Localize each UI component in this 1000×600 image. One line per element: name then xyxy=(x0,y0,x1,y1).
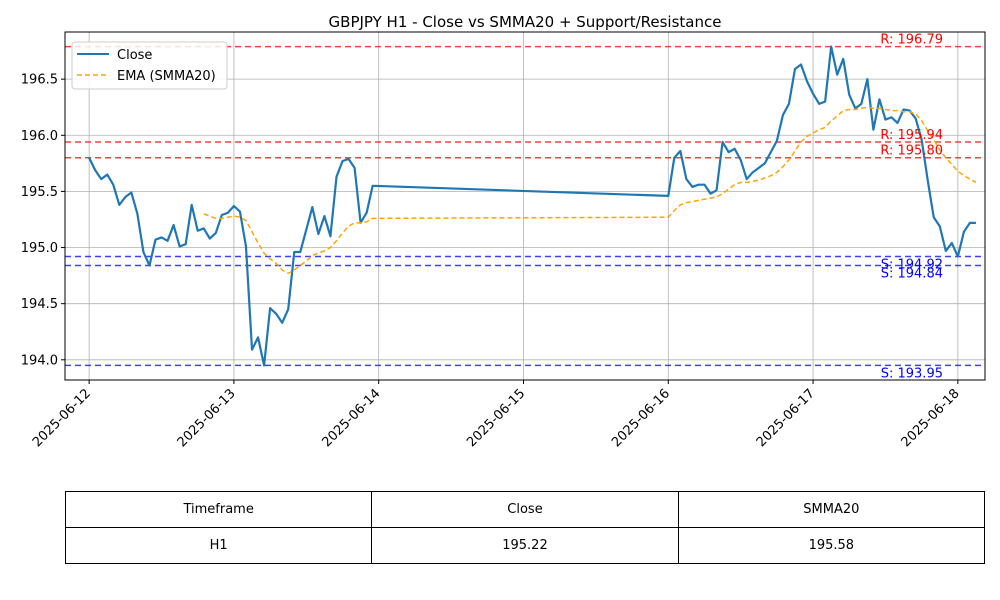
y-tick-label: 196.5 xyxy=(21,73,58,88)
plot-background xyxy=(65,32,985,380)
resistance-level-label: R: 196.79 xyxy=(880,33,943,48)
table-cell: 195.58 xyxy=(677,527,986,564)
x-tick-label: 2025-06-13 xyxy=(175,386,239,450)
series-lines xyxy=(88,45,977,367)
y-tick-label: 196.0 xyxy=(21,129,58,144)
table-cell: 195.22 xyxy=(371,527,679,564)
legend-label-ema: EMA (SMMA20) xyxy=(117,69,216,84)
x-tick-label: 2025-06-14 xyxy=(319,386,383,450)
legend: Close EMA (SMMA20) xyxy=(71,41,228,90)
x-tick-label: 2025-06-18 xyxy=(899,386,963,450)
level-labels: R: 196.79R: 195.94R: 195.80S: 194.92S: 1… xyxy=(880,33,943,382)
y-tick-label: 195.0 xyxy=(21,241,58,256)
smma20-series-line xyxy=(203,106,977,275)
chart-canvas: GBPJPY H1 - Close vs SMMA20 + Support/Re… xyxy=(21,13,986,450)
table-row: H1 195.22 195.58 xyxy=(64,527,986,564)
summary-table: Timeframe Close SMMA20 H1 195.22 195.58 xyxy=(64,491,986,564)
close-series-line xyxy=(88,45,976,367)
plot-frame xyxy=(64,31,986,381)
table-header-cell: Close xyxy=(371,491,679,528)
x-tick-label: 2025-06-12 xyxy=(30,386,94,450)
table-header-cell: SMMA20 xyxy=(677,491,986,528)
y-tick-label: 194.0 xyxy=(21,353,58,368)
resistance-level-label: R: 195.80 xyxy=(880,144,943,159)
chart-title: GBPJPY H1 - Close vs SMMA20 + Support/Re… xyxy=(329,13,722,31)
y-tick-label: 195.5 xyxy=(21,185,58,200)
y-tick-label: 194.5 xyxy=(21,297,58,312)
legend-label-close: Close xyxy=(117,48,152,63)
table-cell: H1 xyxy=(64,527,373,564)
support-level-label: S: 193.95 xyxy=(881,366,943,381)
table-header-row: Timeframe Close SMMA20 xyxy=(64,491,986,528)
legend-box xyxy=(71,41,228,90)
x-tick-label: 2025-06-15 xyxy=(464,386,528,450)
table-header-cell: Timeframe xyxy=(64,491,373,528)
support-level-label: S: 194.92 xyxy=(881,258,943,273)
resistance-level-label: R: 195.94 xyxy=(880,128,943,143)
support-level-label: S: 194.84 xyxy=(881,266,943,281)
x-tick-label: 2025-06-17 xyxy=(754,386,818,450)
x-tick-label: 2025-06-16 xyxy=(609,386,673,450)
